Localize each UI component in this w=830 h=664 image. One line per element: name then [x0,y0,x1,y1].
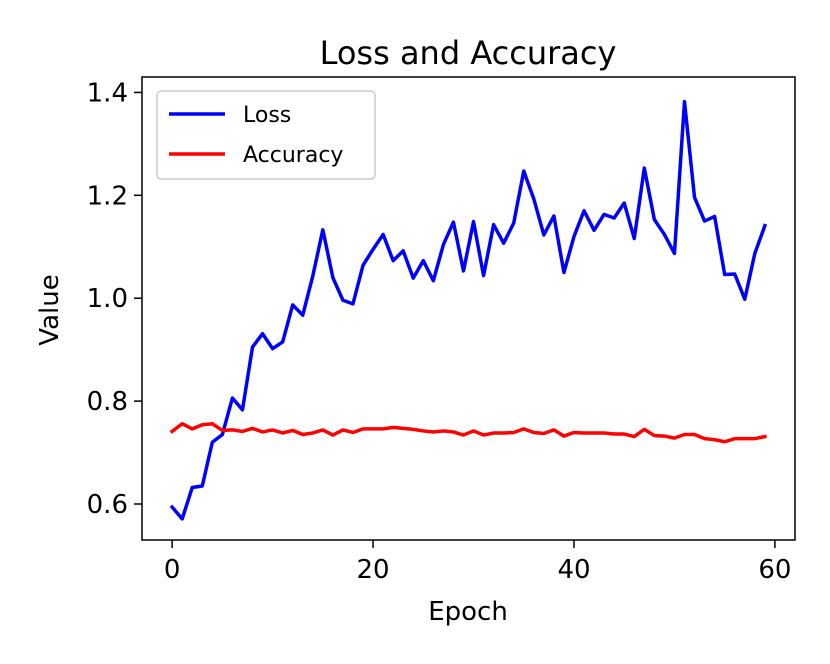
legend-label-accuracy: Accuracy [243,143,343,168]
x-tick-label: 0 [164,555,181,585]
x-tick-label: 40 [557,555,590,585]
y-tick-label: 0.6 [87,490,128,520]
y-axis-title: Value [35,274,65,345]
series-line-accuracy [169,421,767,444]
x-axis-title: Epoch [428,597,508,627]
y-tick-label: 1.4 [87,78,128,108]
y-tick-label: 0.8 [87,387,128,417]
legend-label-loss: Loss [243,103,291,128]
chart-title: Loss and Accuracy [320,34,617,72]
tick-layer: 0 20 40 60 0.6 0.8 1.0 1.2 1.4 [87,78,792,585]
series-layer [169,99,768,521]
y-tick-label: 1.2 [87,181,128,211]
x-tick-label: 60 [758,555,791,585]
plot-frame [141,76,796,541]
series-line-loss [169,99,768,521]
legend: Loss Accuracy [156,90,376,180]
y-tick-label: 1.0 [87,284,128,314]
x-tick-label: 20 [357,555,390,585]
